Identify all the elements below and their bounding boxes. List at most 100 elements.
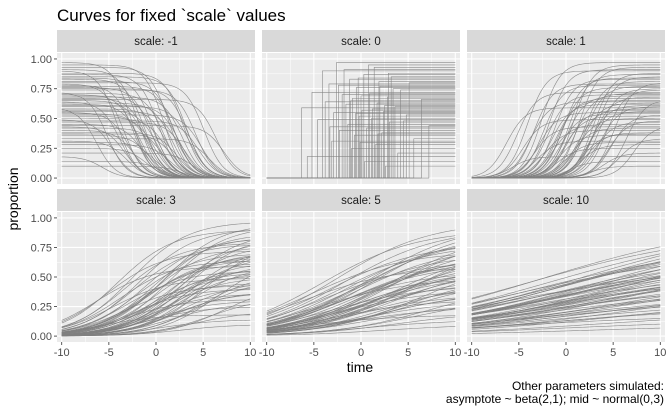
series-line	[61, 273, 251, 334]
series-line	[61, 114, 251, 178]
x-tick-label: 0	[153, 347, 159, 359]
series-line	[61, 269, 251, 336]
y-tick-label: 1.00	[31, 54, 52, 66]
series-line	[61, 231, 251, 334]
x-tick-label: 5	[200, 347, 206, 359]
series-line	[471, 284, 661, 315]
series-line	[266, 237, 456, 319]
y-tick-label: 0.25	[31, 143, 52, 155]
series-line	[61, 228, 251, 334]
x-axis-label: time	[346, 359, 374, 375]
y-tick-label: 1.00	[31, 213, 52, 225]
series-line	[471, 269, 661, 315]
series-line	[266, 266, 456, 326]
facet-strip-label: scale: 5	[341, 195, 381, 207]
facet-strip	[262, 30, 460, 52]
series-line	[61, 245, 251, 330]
series-line	[266, 304, 456, 333]
x-tick-label: 10	[449, 347, 461, 359]
series-line	[266, 254, 456, 313]
series-line	[471, 156, 661, 179]
y-tick-label: 0.50	[31, 114, 52, 126]
series-line	[471, 289, 661, 324]
facet-strip	[57, 189, 255, 211]
series-line	[61, 285, 251, 332]
series-line	[61, 270, 251, 335]
facet-panel: scale: 10 -10 -5 0 5 10	[464, 189, 666, 359]
series-line	[471, 84, 661, 179]
x-tick-label: -5	[104, 347, 114, 359]
chart-title: Curves for fixed `scale` values	[57, 6, 286, 25]
series-line	[471, 275, 661, 310]
caption-line-1: Other parameters simulated:	[511, 379, 664, 393]
facet-strip-label: scale: 0	[341, 36, 381, 48]
series-line	[61, 120, 251, 179]
facet-strip-label: scale: 10	[543, 195, 589, 207]
series-line	[61, 304, 251, 336]
series-line	[266, 326, 456, 336]
facet-strip	[262, 189, 460, 211]
series-line	[61, 314, 251, 333]
series-line	[266, 247, 456, 322]
series-line	[471, 250, 661, 299]
series-line	[471, 300, 661, 324]
series-line	[61, 142, 251, 179]
series-line	[471, 318, 661, 329]
facet-panel: scale: 0	[262, 30, 460, 184]
y-axis-label: proportion	[5, 167, 21, 231]
facet-strip-label: scale: -1	[134, 36, 177, 48]
y-tick-label: 0.75	[31, 84, 52, 96]
series-line	[471, 278, 661, 315]
series-line	[471, 295, 661, 321]
series-line	[471, 107, 661, 177]
series-line	[471, 295, 661, 320]
x-tick-label: 0	[563, 347, 569, 359]
series-line	[471, 262, 661, 310]
series-line	[266, 321, 456, 335]
series-line	[61, 271, 251, 331]
series-line	[61, 105, 251, 179]
x-tick-label: -10	[464, 347, 480, 359]
series-line	[471, 306, 661, 325]
series-line	[471, 277, 661, 318]
series-line	[471, 327, 661, 334]
series-line	[61, 240, 251, 335]
series-line	[61, 81, 251, 179]
series-line	[471, 126, 661, 179]
series-line	[61, 260, 251, 333]
series-line	[61, 266, 251, 321]
series-line	[61, 278, 251, 329]
series-line	[266, 263, 456, 328]
series-line	[471, 265, 661, 304]
x-tick-label: -5	[309, 347, 319, 359]
series-line	[61, 230, 251, 324]
y-tick-label: 0.50	[31, 272, 52, 284]
series-line	[471, 269, 661, 312]
series-line	[471, 264, 661, 308]
series-line	[471, 83, 661, 179]
facet-panel: scale: -1 0.00 0.25 0.50 0.75 1.00	[31, 30, 255, 185]
series-line	[471, 313, 661, 328]
series-line	[61, 89, 251, 179]
x-tick-label: 10	[244, 347, 256, 359]
caption: Other parameters simulated: asymptote ~ …	[446, 380, 664, 406]
x-tick-label: -5	[514, 347, 524, 359]
facet-strip	[467, 30, 665, 52]
x-tick-label: 10	[654, 347, 666, 359]
y-tick-label: 0.25	[31, 302, 52, 314]
series-line	[471, 288, 661, 319]
y-tick-label: 0.00	[31, 331, 52, 343]
series-line	[266, 252, 456, 330]
y-tick-label: 0.00	[31, 173, 52, 185]
series-line	[61, 72, 251, 179]
series-line	[266, 292, 456, 329]
series-line	[61, 324, 251, 337]
series-line	[266, 276, 456, 331]
series-line	[266, 235, 456, 312]
series-line	[471, 101, 661, 179]
series-line	[266, 278, 456, 328]
series-line	[61, 276, 251, 335]
facet-strip	[467, 189, 665, 211]
facet-strip-label: scale: 3	[136, 195, 176, 207]
